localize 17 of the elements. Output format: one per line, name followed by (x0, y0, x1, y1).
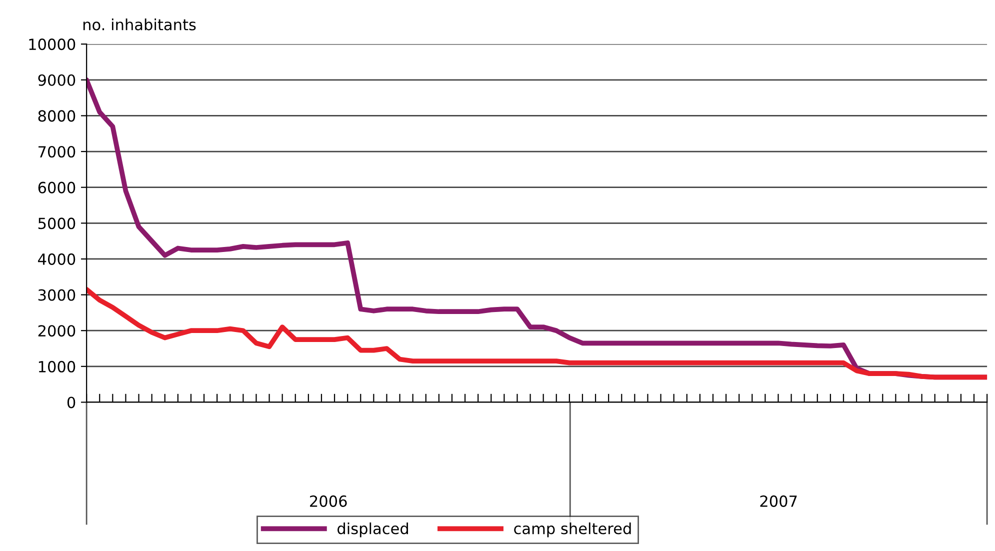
y-tick-label: 4000 (38, 253, 76, 265)
y-tick-label: 9000 (38, 74, 76, 86)
y-tick-label: 5000 (38, 218, 76, 230)
legend-label: displaced (338, 522, 408, 538)
y-tick-label: 10000 (29, 38, 76, 50)
line-series (86, 286, 988, 380)
text: 2007 (760, 495, 797, 507)
y-axis-title: no. inhabitants (83, 18, 196, 30)
y-tick-label: 1000 (38, 360, 76, 372)
legend-label: camp sheltered (514, 522, 631, 538)
y-tick-label: 3000 (38, 289, 76, 301)
y-tick-label: 2000 (38, 325, 76, 337)
y-tick-label: 6000 (38, 182, 76, 194)
text: 2006 (310, 495, 347, 507)
y-tick-label: 0 (67, 396, 76, 408)
y-tick-label: 7000 (38, 146, 76, 158)
y-tick-label: 8000 (38, 110, 76, 122)
